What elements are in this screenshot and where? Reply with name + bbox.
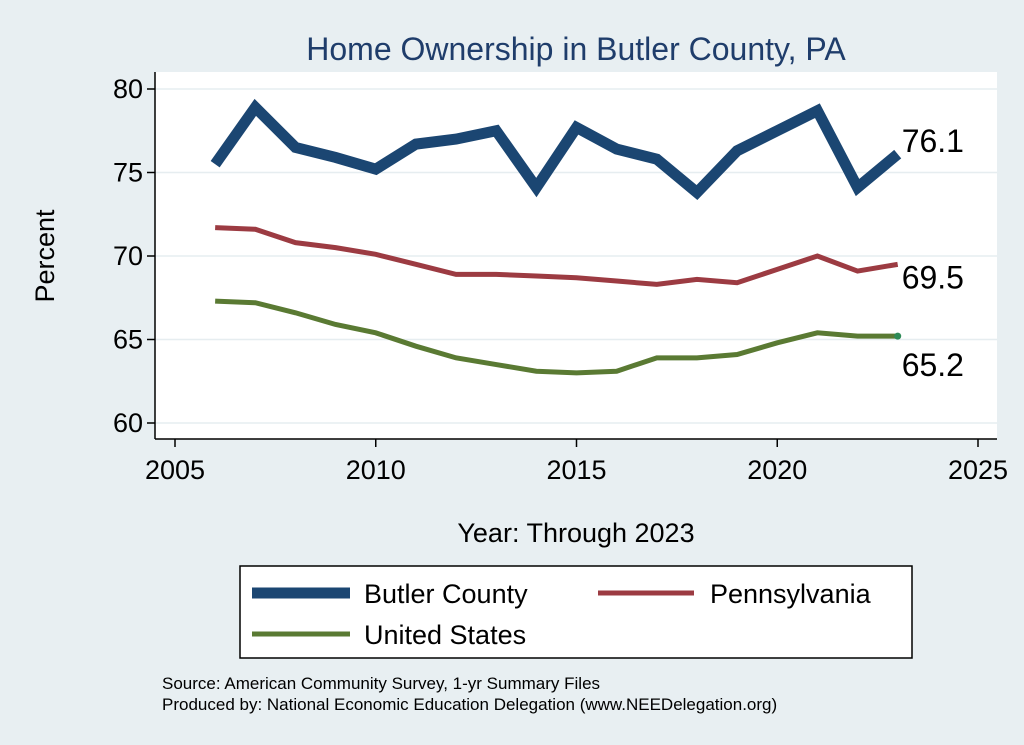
x-axis-label: Year: Through 2023 <box>457 518 694 548</box>
end-labels: 76.1 69.5 65.2 <box>894 123 964 383</box>
legend-label-pennsylvania: Pennsylvania <box>710 579 872 609</box>
legend-box <box>239 565 913 659</box>
produced-by-note: Produced by: National Economic Education… <box>162 695 777 714</box>
y-axis-ticks: 60 65 70 75 80 <box>113 74 155 438</box>
series-line-butler-county <box>210 98 902 201</box>
series-line-pennsylvania <box>215 225 899 287</box>
chart-title: Home Ownership in Butler County, PA <box>306 31 846 67</box>
x-tick-label: 2020 <box>747 455 807 485</box>
end-marker-united-states <box>894 332 902 340</box>
y-tick-label: 60 <box>113 408 143 438</box>
source-note: Source: American Community Survey, 1-yr … <box>162 674 600 693</box>
y-axis-label: Percent <box>30 209 60 303</box>
x-tick-label: 2015 <box>546 455 606 485</box>
y-tick-label: 80 <box>113 74 143 104</box>
y-tick-label: 75 <box>113 158 143 188</box>
series-lines <box>210 98 902 376</box>
series-line-united-states <box>215 298 898 376</box>
legend: Butler County Pennsylvania United States <box>252 579 872 650</box>
end-label-pennsylvania: 69.5 <box>902 259 964 295</box>
y-tick-label: 65 <box>113 325 143 355</box>
x-axis-ticks: 2005 2010 2015 2020 2025 <box>145 439 1008 485</box>
x-tick-label: 2005 <box>145 455 205 485</box>
end-label-united-states: 65.2 <box>902 347 964 383</box>
y-tick-label: 70 <box>113 241 143 271</box>
x-tick-label: 2025 <box>948 455 1008 485</box>
gridlines <box>155 88 997 424</box>
legend-label-united-states: United States <box>364 620 526 650</box>
end-label-butler-county: 76.1 <box>902 123 964 159</box>
x-tick-label: 2010 <box>346 455 406 485</box>
legend-label-butler-county: Butler County <box>364 579 528 609</box>
